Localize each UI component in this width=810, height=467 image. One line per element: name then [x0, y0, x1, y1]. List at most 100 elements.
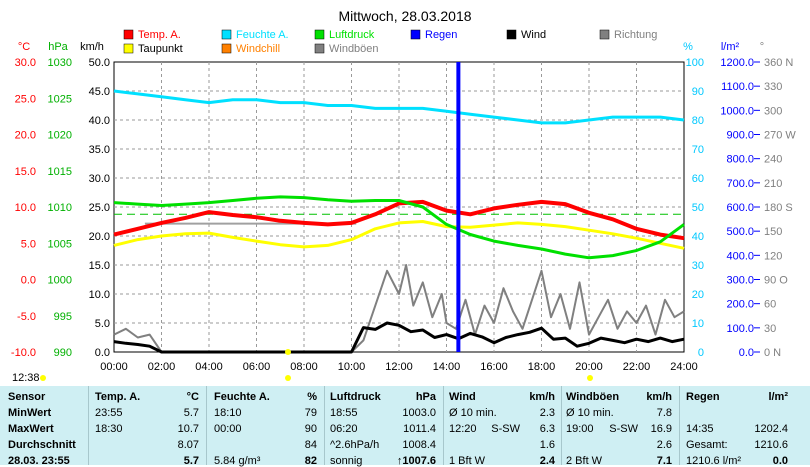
tick-temp: 0.0 — [21, 275, 36, 287]
stat-hum-val: 84 — [304, 439, 317, 451]
tick-rain: 0.0 — [739, 347, 754, 359]
tick-wind: 50.0 — [89, 57, 110, 69]
tick-pressure: 1000 — [48, 275, 72, 287]
stat-wind-val: 2.4 — [539, 455, 555, 467]
legend-label: Windchill — [236, 43, 280, 55]
x-tick-label: 24:00 — [670, 361, 698, 373]
x-tick-label: 18:00 — [528, 361, 556, 373]
stat-gust-val: 16.9 — [650, 423, 672, 435]
stat-rain-time: 1210.6 l/m² — [686, 455, 742, 467]
stat-rain-time: Gesamt: — [686, 439, 728, 451]
x-tick-label: 14:00 — [433, 361, 461, 373]
stat-temp-val: 10.7 — [177, 423, 199, 435]
legend-label: Wind — [521, 29, 546, 41]
stat-header-temp-unit: °C — [186, 391, 199, 403]
tick-rain: 700.0 — [726, 178, 754, 190]
stat-rain-val: 0.0 — [772, 455, 788, 467]
tick-pressure: 1015 — [48, 166, 72, 178]
tick-pressure: 1010 — [48, 202, 72, 214]
stat-wind-val: 1.6 — [539, 439, 555, 451]
legend: Temp. A. Feuchte A. Luftdruck Regen Wind Rich… — [123, 29, 657, 55]
legend-label: Feuchte A. — [236, 29, 289, 41]
stat-label: MinWert — [8, 407, 52, 419]
stat-rain-time: 14:35 — [686, 423, 714, 435]
stat-pres-val: 1011.4 — [403, 423, 436, 435]
weather-chart: Mittwoch, 28.03.2018 Temp. A. Feuchte A. L… — [11, 8, 796, 384]
series-feuchte-a — [113, 89, 685, 125]
tick-wind: 0.0 — [95, 347, 110, 359]
legend-label: Richtung — [614, 29, 657, 41]
tick-temp: 10.0 — [15, 202, 36, 214]
series-layer — [113, 89, 685, 354]
tick-direction: 90 O — [764, 275, 788, 287]
stat-hum-time: 00:00 — [214, 423, 242, 435]
tick-rain: 300.0 — [726, 275, 754, 287]
axis-label-rain: l/m² — [721, 41, 740, 53]
stat-gust-dir: S-SW — [609, 423, 638, 435]
legend-label: Windböen — [329, 43, 379, 55]
axis-labels: °C hPa km/h% l/m² ° — [18, 41, 764, 53]
stat-header-wind: Wind — [449, 391, 476, 403]
chart-title: Mittwoch, 28.03.2018 — [338, 8, 471, 24]
tick-humidity: 60 — [692, 173, 704, 185]
stat-hum-val: 82 — [304, 455, 317, 467]
axis-label-direction: ° — [760, 41, 764, 53]
stat-label: MaxWert — [8, 423, 54, 435]
tick-pressure: 1020 — [48, 130, 72, 142]
tick-direction: 240 — [764, 154, 782, 166]
tick-direction: 360 N — [764, 57, 793, 69]
x-tick-label: 12:00 — [385, 361, 413, 373]
stat-hum-time: 5.84 g/m³ — [214, 455, 261, 467]
legend-swatch — [221, 29, 232, 40]
tick-direction: 180 S — [764, 202, 793, 214]
x-tick-label: 16:00 — [480, 361, 508, 373]
tick-direction: 270 W — [764, 130, 796, 142]
stat-pres-time: 18:55 — [330, 407, 358, 419]
tick-temp: 15.0 — [15, 166, 36, 178]
stat-header-humidity-unit: % — [307, 391, 317, 403]
stat-label: Durchschnitt — [8, 439, 76, 451]
legend-swatch — [599, 29, 610, 40]
legend-swatch — [123, 29, 134, 40]
tick-wind: 35.0 — [89, 144, 110, 156]
stat-pres-time: ^2.6hPa/h — [330, 439, 380, 451]
legend-swatch — [221, 43, 232, 54]
stat-hum-val: 79 — [304, 407, 317, 419]
axis-label-pressure: hPa — [48, 41, 68, 53]
stat-header-gust: Windböen — [566, 391, 620, 403]
tick-direction: 210 — [764, 178, 782, 190]
stat-header-pressure-unit: hPa — [415, 391, 436, 403]
legend-label: Temp. A. — [138, 29, 181, 41]
tick-temp: 25.0 — [15, 93, 36, 105]
stat-header-rain-unit: l/m² — [768, 391, 788, 403]
stat-header-sensor: Sensor — [8, 391, 46, 403]
tick-direction: 30 — [764, 323, 776, 335]
stat-pres-val: 1003.0 — [402, 407, 436, 419]
tick-humidity: 40 — [692, 231, 704, 243]
tick-pressure: 1030 — [48, 57, 72, 69]
stat-label: 28.03. 23:55 — [8, 455, 70, 467]
tick-direction: 300 — [764, 105, 782, 117]
tick-rain: 1200.0 — [720, 57, 754, 69]
tick-humidity: 50 — [692, 202, 704, 214]
tick-temp: -5.0 — [17, 311, 36, 323]
tick-direction: 120 — [764, 250, 782, 262]
tick-rain: 100.0 — [726, 323, 754, 335]
stat-wind-time: 12:20 — [449, 423, 477, 435]
tick-temp: -10.0 — [11, 347, 36, 359]
stat-pres-val: 1008.4 — [402, 439, 436, 451]
legend-label: Regen — [425, 29, 457, 41]
tick-rain: 1100.0 — [721, 81, 754, 93]
tick-humidity: 10 — [692, 318, 704, 330]
tick-wind: 45.0 — [89, 86, 110, 98]
tick-wind: 25.0 — [89, 202, 110, 214]
stat-rain-val: 1210.6 — [754, 439, 788, 451]
stat-wind-val: 2.3 — [539, 407, 555, 419]
stat-header-wind-unit: km/h — [529, 391, 555, 403]
tick-humidity: 80 — [692, 115, 704, 127]
stat-hum-time: 18:10 — [214, 407, 242, 419]
legend-swatch — [314, 29, 325, 40]
stat-header-temp: Temp. A. — [95, 391, 141, 403]
tick-wind: 15.0 — [89, 260, 110, 272]
stat-gust-val: 7.1 — [656, 455, 672, 467]
